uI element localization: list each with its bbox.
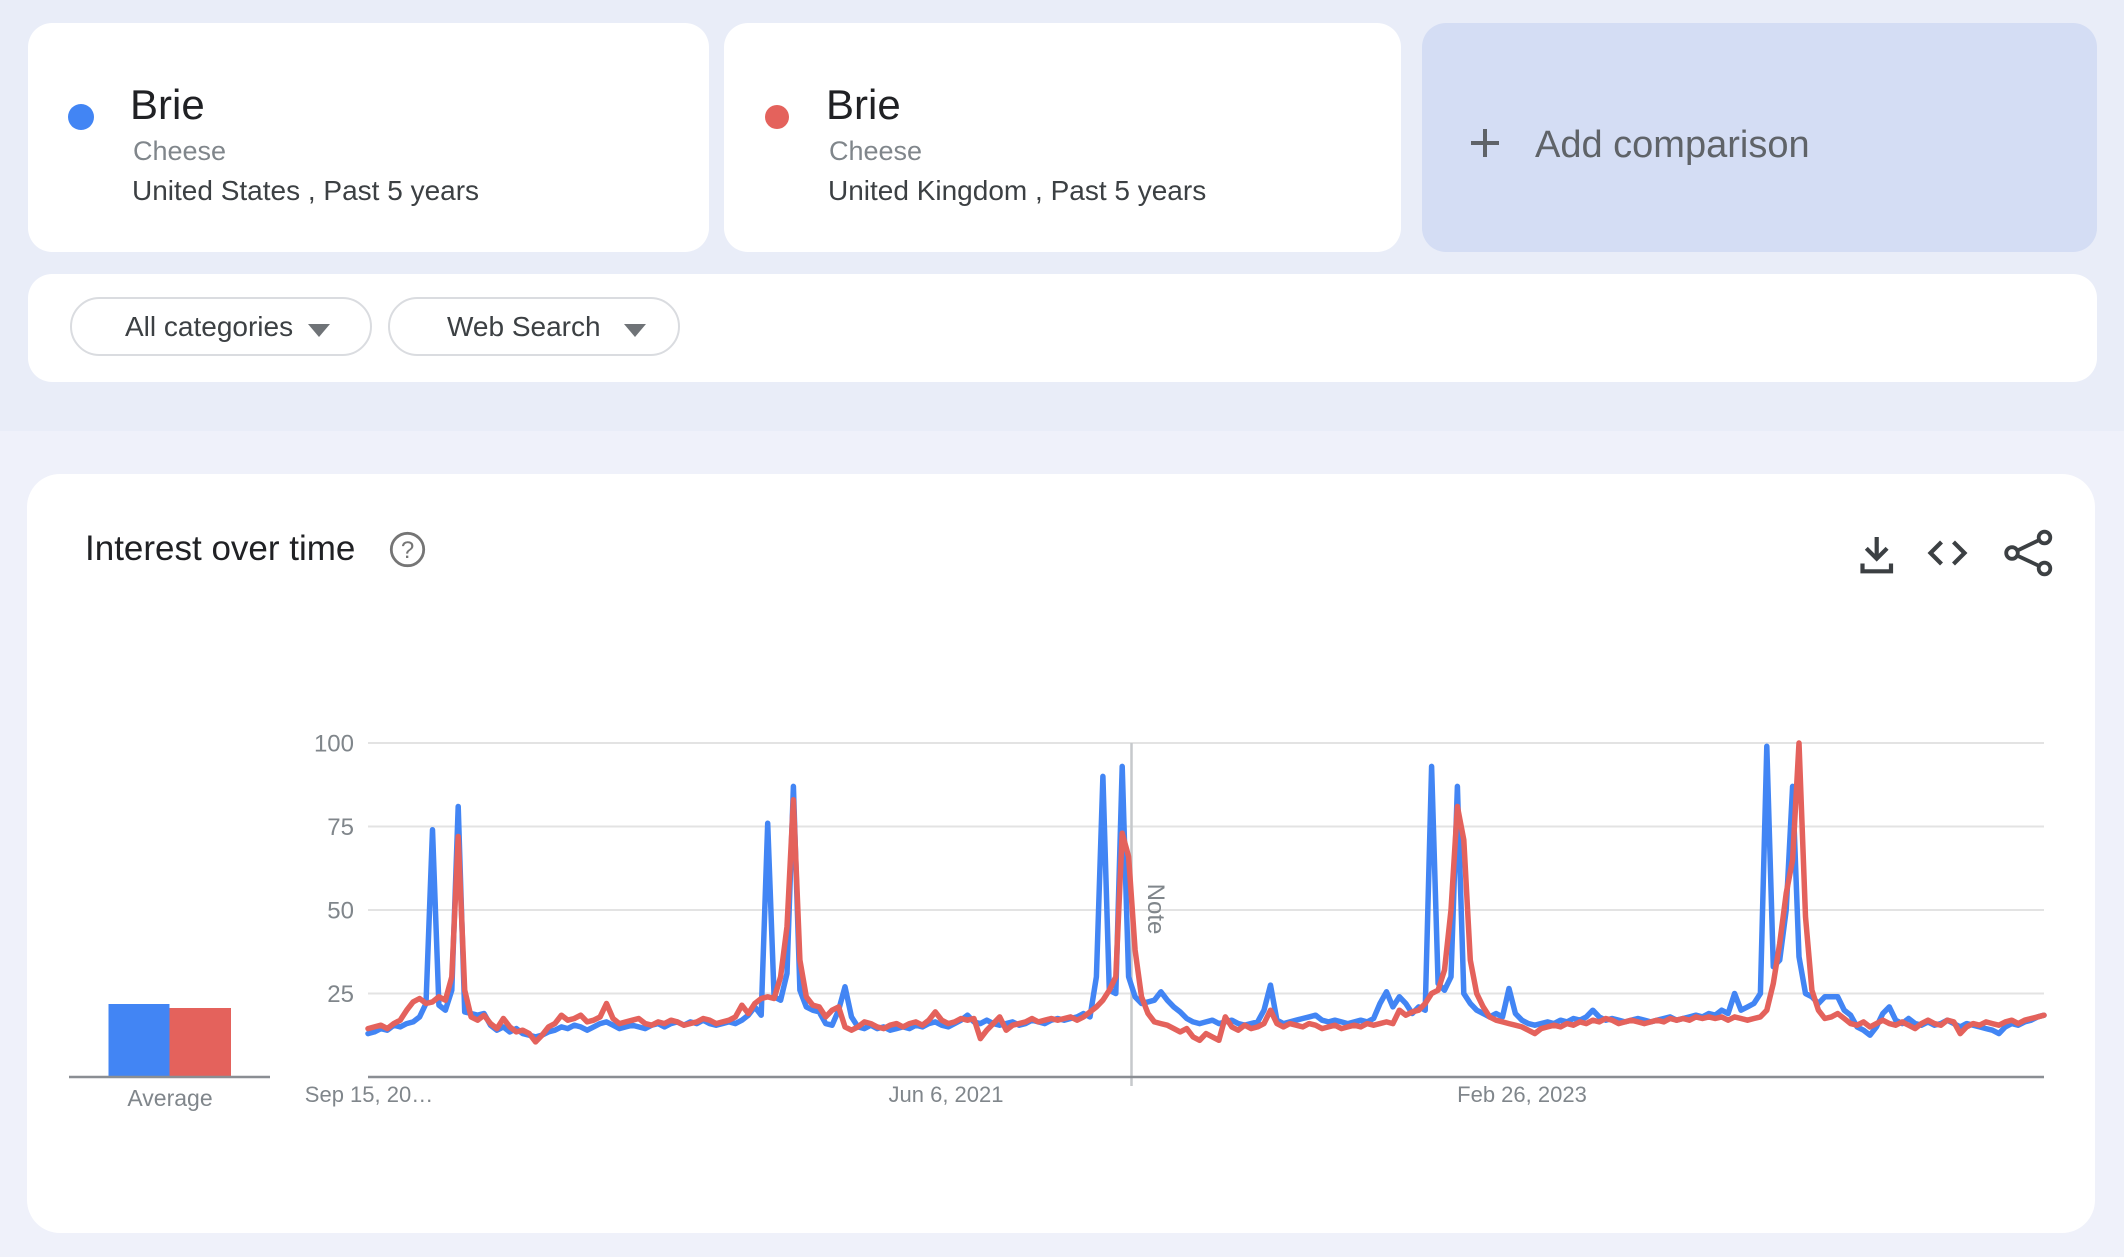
svg-text:50: 50 xyxy=(327,898,354,925)
svg-text:?: ? xyxy=(401,537,414,564)
svg-text:100: 100 xyxy=(314,731,354,758)
svg-text:Jun 6, 2021: Jun 6, 2021 xyxy=(889,1082,1004,1107)
svg-text:Note: Note xyxy=(1142,884,1169,935)
svg-text:Average: Average xyxy=(127,1085,212,1111)
svg-text:25: 25 xyxy=(327,981,354,1008)
svg-text:Sep 15, 20…: Sep 15, 20… xyxy=(305,1082,433,1107)
svg-text:Feb 26, 2023: Feb 26, 2023 xyxy=(1457,1082,1587,1107)
svg-text:75: 75 xyxy=(327,814,354,841)
